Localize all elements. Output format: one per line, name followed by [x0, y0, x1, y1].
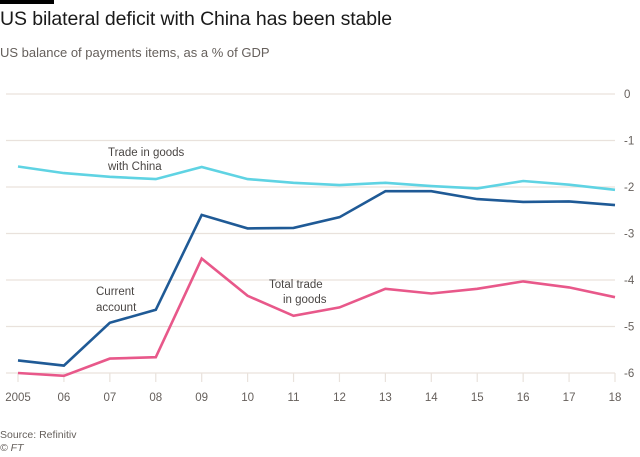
series-line-total-trade: [17, 256, 616, 378]
x-tick-label: 16: [517, 392, 530, 404]
x-tick-label: 2005: [5, 392, 31, 404]
x-tick-label: 13: [379, 392, 392, 404]
y-tick-label: 0: [624, 89, 630, 101]
x-tick-label: 06: [58, 392, 71, 404]
chart-title: US bilateral deficit with China has been…: [0, 8, 393, 30]
annotation-current-account: Current account: [96, 286, 138, 314]
x-tick-label: 08: [149, 392, 162, 404]
y-tick-label: -6: [624, 368, 634, 380]
x-tick-label: 07: [103, 392, 116, 404]
annotation-current-account-line1: Current: [96, 286, 135, 298]
annotation-total-trade: Total trade in goods: [269, 279, 327, 306]
y-tick-label: -1: [624, 136, 634, 148]
y-tick-label: -5: [624, 322, 634, 334]
series-annotations: Trade in goods with China Current accoun…: [96, 147, 327, 314]
x-tick-label: 09: [195, 392, 208, 404]
source-note: Source: Refinitiv: [0, 429, 77, 441]
ft-top-bar: [0, 0, 54, 4]
annotation-china-line2: with China: [107, 161, 162, 173]
x-tick-label: 11: [288, 392, 300, 404]
annotation-china-line1: Trade in goods: [108, 147, 185, 159]
x-tick-label: 18: [609, 392, 622, 404]
y-axis-tick-labels: 0 -1 -2 -3 -4 -5 -6: [624, 89, 635, 380]
annotation-current-account-line2: account: [96, 302, 137, 314]
annotation-total-trade-line1: Total trade: [269, 279, 323, 291]
y-tick-label: -2: [624, 182, 634, 194]
y-tick-label: -4: [624, 275, 635, 287]
x-tick-label: 10: [241, 392, 254, 404]
x-tick-label: 17: [563, 392, 576, 404]
x-tick-label: 14: [425, 392, 438, 404]
x-tick-label: 12: [333, 392, 346, 404]
series-line-current-account: [17, 189, 616, 367]
series-lines: [17, 165, 616, 378]
series-line-china-goods: [17, 165, 616, 192]
copyright-note: © FT: [0, 442, 24, 454]
annotation-china: Trade in goods with China: [107, 147, 188, 173]
x-axis-ticks: 2005 06 07 08 09 10 11 12 13 14 15 16 17 18: [5, 373, 621, 404]
chart-subtitle: US balance of payments items, as a % of …: [0, 45, 270, 60]
y-tick-label: -3: [624, 229, 634, 241]
gridlines: [6, 93, 615, 374]
annotation-total-trade-line2: in goods: [283, 294, 327, 306]
x-tick-label: 15: [471, 392, 484, 404]
